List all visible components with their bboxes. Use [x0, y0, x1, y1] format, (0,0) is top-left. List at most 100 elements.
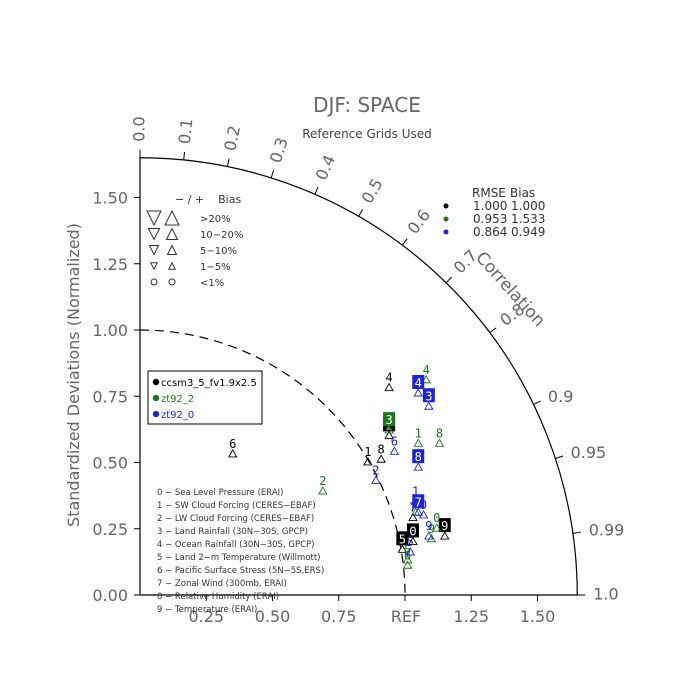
rmse-header: RMSE [472, 186, 506, 200]
bias-marker [371, 475, 381, 484]
point-label: 9 [441, 519, 448, 533]
bias-marker [389, 446, 400, 455]
bias-marker [424, 531, 434, 540]
reference-arc [139, 329, 406, 596]
rmse-value: 0.864 [473, 225, 507, 239]
data-point: 2 [371, 463, 381, 484]
variable-legend-item: 4 − Ocean Rainfall (30N−30S, GPCP) [157, 540, 314, 550]
axes [139, 157, 578, 596]
y-tick-label: 0.00 [92, 586, 128, 605]
corr-tick-label: 0.3 [266, 135, 292, 165]
y-tick-label: 0.25 [92, 520, 128, 539]
x-tick-label: 0.50 [255, 607, 291, 626]
variable-legend-item: 8 − Relative Humidity (ERAI) [157, 592, 279, 602]
data-points: 012345678901234567890123456789 [227, 363, 451, 569]
point-label: 5 [399, 532, 406, 546]
data-point: 8 [412, 449, 425, 471]
point-label: 8 [436, 426, 443, 440]
series-legend-dot [152, 394, 160, 402]
corr-tick-mark [226, 158, 230, 167]
y-axis-ticks: 0.00 0.25 0.50 0.75 1.00 1.25 1.50 [92, 189, 140, 605]
up-triangle-icon [165, 227, 179, 240]
x-axis-ticks: 0.25 0.50 0.75 1.25 1.50 [188, 595, 555, 626]
y-axis-label: Standardized Deviations (Normalized) [64, 223, 83, 527]
ref-label: REF [391, 607, 421, 626]
point-label: 4 [415, 376, 422, 390]
bias-marker [384, 425, 394, 434]
bias-marker [397, 544, 408, 553]
point-label: 0 [433, 511, 440, 525]
point-box [406, 523, 419, 538]
corr-tick-label: 0.95 [571, 443, 607, 462]
point-label: 4 [385, 371, 392, 385]
variable-legend-item: 2 − LW Cloud Forcing (CERES−EBAF) [157, 514, 314, 524]
corr-tick-label: 1.0 [593, 585, 618, 604]
bias-marker [402, 555, 413, 564]
bias-marker [384, 430, 394, 439]
bias-marker [227, 449, 238, 458]
data-point: 9 [438, 518, 451, 540]
circle-icon [168, 278, 176, 286]
corr-tick-label: 0.99 [589, 521, 625, 540]
chart-subtitle: Reference Grids Used [302, 127, 432, 141]
bias-marker [384, 382, 394, 392]
point-label: 1 [415, 426, 422, 440]
bias-marker [384, 422, 394, 431]
point-label: 5 [404, 543, 411, 557]
bias-marker [408, 536, 418, 545]
point-box [412, 449, 425, 464]
down-triangle-icon [147, 228, 161, 241]
point-box [412, 375, 425, 389]
corr-tick-label: 0.2 [220, 124, 244, 153]
data-point: 8 [434, 426, 445, 447]
outer-arc [139, 157, 578, 596]
point-label: 2 [372, 463, 379, 477]
y-tick-label: 1.00 [92, 321, 128, 340]
variable-legend-item: 0 − Sea Level Pressure (ERAI) [157, 488, 284, 498]
series-legend-box [147, 370, 263, 425]
x-tick-label: 1.50 [520, 607, 556, 626]
data-point: 5 [402, 543, 413, 564]
data-point: 6 [389, 434, 400, 455]
up-triangle-icon [167, 261, 177, 270]
data-point: 8 [376, 442, 386, 463]
corr-tick-mark [445, 276, 453, 284]
bias-marker [434, 438, 445, 447]
corr-tick-mark [358, 209, 364, 217]
point-label: 9 [425, 519, 432, 533]
series-legend-dot [152, 410, 160, 418]
data-point: 2 [318, 474, 328, 495]
point-label: 3 [385, 413, 392, 427]
point-label: 3 [425, 389, 432, 403]
data-point: 5 [396, 531, 409, 553]
bias-marker [424, 401, 434, 410]
bias-value: 1.000 [511, 199, 545, 213]
bias-legend-label: <1% [200, 278, 224, 289]
bias-marker [439, 531, 450, 540]
corr-tick-mark [489, 327, 497, 334]
bias-marker [318, 486, 328, 495]
data-point: 0 [432, 511, 442, 532]
data-point: 3 [422, 388, 435, 410]
corr-tick-mark [183, 151, 186, 160]
bias-marker [413, 388, 424, 397]
data-point: 6 [402, 548, 413, 569]
corr-tick-mark [555, 455, 564, 459]
point-label: 6 [391, 434, 398, 448]
up-triangle-icon [166, 244, 178, 255]
variable-legend: 0 − Sea Level Pressure (ERAI) 1 − SW Clou… [157, 488, 324, 615]
down-triangle-icon [148, 245, 160, 256]
bias-legend-label: >20% [200, 214, 231, 225]
point-label: 7 [415, 495, 422, 509]
bias-legend: − / + Bias >20% 10−20% 5−10% 1−5% <1% [146, 193, 243, 289]
data-point: 7 [412, 494, 425, 516]
bias-marker [408, 512, 418, 521]
corr-tick-mark [270, 170, 275, 179]
y-tick-label: 1.50 [92, 189, 128, 208]
rmse-series-dot [443, 229, 449, 235]
corr-tick-label: 0.9 [548, 387, 573, 406]
point-box [412, 494, 425, 509]
point-label: 1 [412, 485, 419, 499]
x-tick-label: 0.25 [188, 607, 224, 626]
series-legend-dot [152, 378, 160, 386]
